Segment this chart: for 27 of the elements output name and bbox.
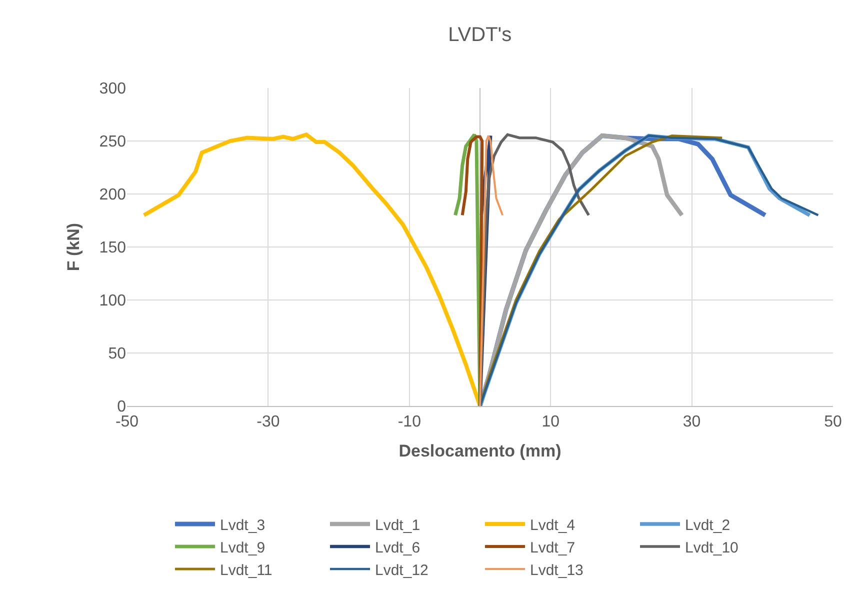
x-tick-label: -50	[115, 413, 139, 430]
legend-label: Lvdt_2	[685, 516, 730, 534]
y-tick-label: 200	[99, 186, 126, 204]
chart-title: LVDT's	[448, 24, 512, 46]
legend-label: Lvdt_9	[220, 539, 266, 556]
x-tick-label: 30	[682, 413, 701, 430]
y-tick-label: 150	[99, 240, 126, 257]
y-tick-label: 300	[99, 80, 126, 98]
y-axis-title: F (kN)	[64, 222, 83, 272]
legend-label: Lvdt_1	[375, 516, 420, 534]
x-tick-label: -10	[398, 413, 422, 430]
y-tick-label: 50	[108, 346, 126, 363]
legend-label: Lvdt_6	[375, 539, 420, 556]
x-tick-label: 10	[542, 413, 560, 430]
y-tick-label: 250	[99, 134, 126, 151]
legend-label: Lvdt_13	[530, 562, 584, 579]
legend-label: Lvdt_10	[685, 539, 738, 556]
legend-label: Lvdt_4	[530, 516, 576, 534]
x-axis-title: Deslocamento (mm)	[398, 442, 562, 461]
y-tick-label: 100	[99, 292, 126, 310]
legend-label: Lvdt_11	[220, 562, 272, 579]
legend-label: Lvdt_7	[530, 539, 576, 556]
legend-label: Lvdt_3	[220, 516, 266, 534]
legend-label: Lvdt_12	[375, 562, 428, 579]
x-tick-label: -30	[256, 413, 280, 430]
y-tick-label: 0	[117, 398, 126, 416]
x-tick-label: 50	[824, 413, 842, 430]
